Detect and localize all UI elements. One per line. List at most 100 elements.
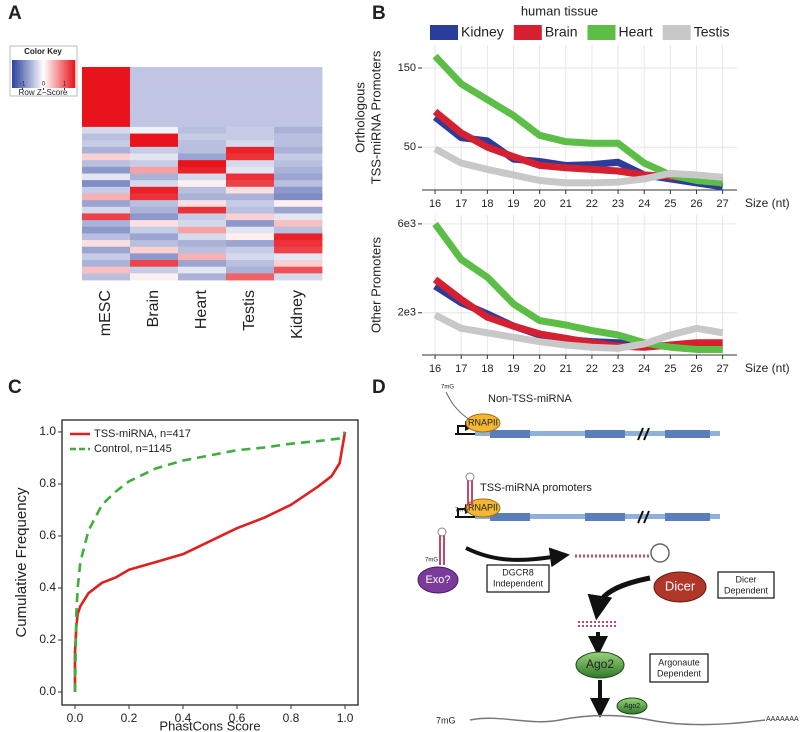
heatmap-cell: [82, 73, 131, 81]
heatmap-cell: [178, 226, 227, 234]
heatmap-cell: [226, 120, 275, 128]
key-swatch: [65, 60, 68, 88]
heatmap-cell: [274, 166, 323, 174]
heatmap-cell: [274, 186, 323, 194]
key-swatch: [70, 60, 73, 88]
heatmap-cell: [226, 106, 275, 114]
heatmap-cell: [178, 233, 227, 241]
heatmap-cell: [130, 193, 179, 201]
polymerase: [465, 413, 501, 433]
heatmap-cell: [226, 146, 275, 154]
y-tick-label: 1.0: [39, 424, 56, 438]
loop: [465, 472, 475, 482]
heatmap-cell: [82, 153, 131, 161]
cap-label: 7mG: [455, 508, 468, 514]
heatmap-cell: [82, 100, 131, 108]
heatmap-cell: [178, 133, 227, 141]
heatmap-cell: [226, 126, 275, 134]
heatmap-cell: [274, 86, 323, 95]
heatmap-cell: [178, 246, 227, 254]
x-tick-label: 24: [638, 363, 650, 375]
heatmap-cell: [226, 140, 275, 148]
key-swatch: [23, 60, 25, 88]
key-swatch: [41, 60, 44, 88]
heatmap-cell: [274, 80, 323, 88]
heatmap-cell: [130, 146, 179, 154]
heatmap-cell: [130, 80, 179, 88]
heatmap-cell: [130, 140, 179, 148]
key-swatch: [35, 60, 38, 88]
heatmap-cell: [274, 133, 323, 141]
heatmap-cell: [178, 120, 227, 128]
heatmap-cell: [82, 260, 131, 268]
key-swatch: [59, 60, 62, 88]
heatmap-cell: [226, 113, 275, 121]
x-tick-label: 25: [664, 363, 676, 375]
x-axis-label: Size (nt): [745, 196, 790, 210]
heatmap-cell: [274, 120, 323, 128]
heatmap-cell: [130, 240, 179, 248]
heatmap-cell: [274, 140, 323, 148]
heatmap-cell: [178, 253, 227, 261]
heatmap-cell: [130, 266, 179, 274]
heatmap-cell: [130, 173, 179, 181]
heatmap-cell: [130, 220, 179, 228]
exo-enzyme: [417, 566, 459, 594]
heatmap-cell: [226, 213, 275, 221]
column-label: Heart: [193, 289, 210, 329]
heatmap-cell: [178, 180, 227, 188]
heatmap-cell: [226, 86, 275, 95]
heatmap-cell: [274, 193, 323, 201]
key-tick-label: 1: [63, 82, 67, 88]
heatmap-cell: [226, 273, 275, 281]
heatmap-cell: [82, 226, 131, 234]
label: Non-TSS-miRNA: [488, 393, 572, 405]
heatmap-cell: [130, 246, 179, 254]
legend-swatch: [430, 25, 458, 40]
heatmap-cell: [226, 233, 275, 241]
key-swatch: [48, 60, 51, 88]
loop: [650, 543, 670, 563]
heatmap-cell: [226, 80, 275, 88]
heatmap-cell: [226, 180, 275, 188]
heatmap-cell: [82, 253, 131, 261]
heatmap-cell: [274, 153, 323, 161]
key-swatch: [38, 60, 41, 88]
heatmap-cell: [130, 93, 179, 101]
note-box: [486, 564, 550, 593]
x-tick-label: 19: [507, 363, 519, 375]
heatmap-cell: [178, 240, 227, 248]
y-tick-label: 2e3: [398, 307, 416, 319]
heatmap-cell: [178, 200, 227, 208]
polya-label: AAAAAAA: [766, 716, 799, 723]
heatmap-cell: [226, 73, 275, 81]
heatmap-cell: [226, 200, 275, 208]
heatmap-cell: [226, 193, 275, 201]
series-line: [433, 311, 724, 352]
heatmap-cell: [178, 100, 227, 108]
legend-label: Brain: [545, 24, 578, 40]
heatmap-cell: [274, 266, 323, 274]
heatmap-cell: [130, 113, 179, 121]
y-tick-label: 0.4: [39, 580, 56, 594]
key-swatch: [12, 60, 14, 88]
key-swatch: [13, 60, 16, 88]
heatmap-cell: [130, 186, 179, 194]
key-swatch: [63, 60, 66, 88]
heatmap-cell: [178, 260, 227, 268]
heatmap-cell: [130, 253, 179, 261]
y-axis-label: Other Promoters: [368, 236, 383, 333]
y-tick-label: 0.2: [39, 632, 56, 646]
heatmap-cell: [130, 273, 179, 281]
heatmap-cell: [226, 253, 275, 261]
heatmap-cell: [82, 266, 131, 274]
polymerase-label: RNAPII: [468, 502, 498, 512]
hairpin: [439, 535, 445, 565]
heatmap-cell: [82, 200, 131, 208]
heatmap-cell: [178, 160, 227, 168]
key-swatch: [56, 60, 58, 88]
heatmap-cell: [178, 106, 227, 114]
heatmap-cell: [82, 206, 131, 214]
legend-swatch: [587, 25, 616, 40]
